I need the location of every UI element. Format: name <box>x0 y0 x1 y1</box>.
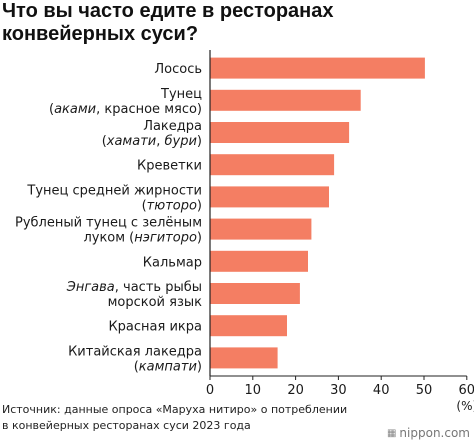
category-label-8: Красная икра <box>108 320 202 335</box>
category-label-6: Кальмар <box>143 255 202 270</box>
category-label-2-part: ( <box>102 134 107 149</box>
category-label-1: Тунец (аками, красное мясо) <box>49 87 202 117</box>
category-label-9-part: Китайская лакедра <box>68 344 202 359</box>
category-label-4-part: тюторо <box>147 198 197 213</box>
x-tick-label-4: 40 <box>373 383 390 398</box>
chart-title: Что вы часто едите в ресторанах конвейер… <box>2 0 472 46</box>
category-label-4: Тунец средней жирности (тюторо) <box>26 183 202 213</box>
source-line-1: Источник: данные опроса «Маруха нитиро» … <box>2 403 348 416</box>
x-unit-label: (%) <box>456 399 474 413</box>
category-label-5-part: ) <box>197 231 202 246</box>
category-label-9-part: кампати <box>139 359 197 374</box>
category-label-0: Лосось <box>154 62 202 77</box>
category-label-7-part: , часть рыбы <box>115 280 202 295</box>
chart-title-line-1: Что вы часто едите в ресторанах <box>2 0 334 22</box>
bar-6 <box>210 250 308 272</box>
source-line-2: в конвейерных ресторанах суси 2023 года <box>2 419 251 432</box>
x-tick-label-3: 30 <box>330 383 347 398</box>
x-tick-label-1: 10 <box>245 383 262 398</box>
category-label-5-part: луком ( <box>83 231 134 246</box>
category-label-7: Энгава, часть рыбы морской язык <box>66 280 202 310</box>
category-label-3: Креветки <box>137 159 202 174</box>
bar-7 <box>210 283 300 304</box>
category-label-3-part: Креветки <box>137 159 202 174</box>
category-label-1-part: аками <box>54 102 96 117</box>
category-label-1-part: , красное мясо) <box>96 102 202 117</box>
category-label-4-part: Тунец средней жирности <box>26 183 202 198</box>
category-label-2-part: Лакедра <box>143 119 202 134</box>
x-tick-label-5: 50 <box>416 383 433 398</box>
bar-2 <box>210 122 350 143</box>
category-label-4-part: ) <box>197 198 202 213</box>
category-label-0-part: Лосось <box>154 62 202 77</box>
brand: ▦ nippon.com <box>387 426 470 440</box>
source-note: Источник: данные опроса «Маруха нитиро» … <box>2 402 362 434</box>
category-label-2: Лакедра (хамати, бури) <box>102 119 202 149</box>
bar-5 <box>210 218 312 240</box>
category-label-7-part: морской язык <box>108 295 203 310</box>
category-label-9-part: ) <box>197 359 202 374</box>
bar-4 <box>210 186 329 208</box>
category-label-9: Китайская лакедра (кампати) <box>68 344 202 374</box>
category-label-2-part: ) <box>197 134 202 149</box>
x-tick-label-6: 60 <box>459 383 474 398</box>
grid-logo-icon: ▦ <box>386 427 397 439</box>
bar-1 <box>210 89 361 111</box>
category-label-5-part: нэгиторо <box>134 231 197 246</box>
category-label-2-part: бури <box>165 134 197 149</box>
brand-text: nippon.com <box>399 426 470 440</box>
category-label-1-part: Тунец <box>160 87 202 102</box>
category-label-9-part: ( <box>134 359 139 374</box>
bar-3 <box>210 154 335 176</box>
chart-title-line-2: конвейерных суси? <box>2 23 199 45</box>
x-tick-label-0: 0 <box>206 383 214 398</box>
category-label-6-part: Кальмар <box>143 255 202 270</box>
category-label-2-part: хамати <box>106 134 156 149</box>
bar-0 <box>210 57 425 79</box>
category-label-5: Рубленый тунец с зелёным луком (нэгиторо) <box>15 216 202 246</box>
category-label-4-part: ( <box>142 198 147 213</box>
x-tick-label-2: 20 <box>287 383 304 398</box>
category-label-7-part: Энгава <box>66 280 115 295</box>
category-label-5-part: Рубленый тунец с зелёным <box>15 216 202 231</box>
bar-8 <box>210 315 287 337</box>
bar-9 <box>210 347 278 369</box>
category-label-1-part: ( <box>49 102 54 117</box>
category-label-8-part: Красная икра <box>108 320 202 335</box>
category-label-2-part: , <box>156 134 164 149</box>
